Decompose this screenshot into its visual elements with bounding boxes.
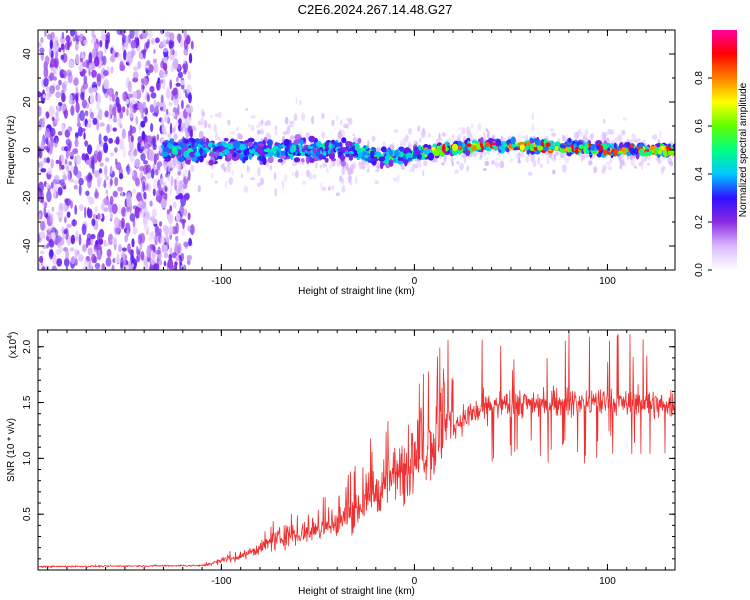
scale-factor-label: (x104) (7, 332, 19, 359)
snr-data (38, 332, 675, 569)
top-x-tick-label: 0 (412, 276, 418, 287)
top-y-tick-label: 0 (22, 147, 33, 153)
bottom-x-axis-label: Height of straight line (km) (298, 586, 415, 597)
top-y-tick-label: -40 (22, 238, 33, 253)
colorbar-tick-label: 0.0 (694, 263, 705, 277)
bottom-x-tick-label: -100 (211, 576, 231, 587)
bottom-y-tick-label: 1.0 (22, 451, 33, 465)
bottom-x-tick-label: 100 (599, 576, 616, 587)
top-x-tick-label: -100 (211, 276, 231, 287)
colorbar-tick-label: 0.6 (694, 119, 705, 133)
spectrogram-data (38, 30, 675, 270)
colorbar-tick-label: 0.4 (694, 167, 705, 181)
top-y-tick-label: 20 (22, 96, 33, 108)
colorbar (712, 30, 737, 270)
bottom-y-tick-label: 0.5 (22, 507, 33, 521)
bottom-x-tick-label: 0 (412, 576, 418, 587)
snr-frame (37, 329, 676, 571)
colorbar-tick-label: 0.2 (694, 215, 705, 229)
bottom-y-tick-label: 1.5 (22, 395, 33, 409)
top-x-axis-label: Height of straight line (km) (298, 286, 415, 297)
figure-title: C2E6.2024.267.14.48.G27 (297, 2, 453, 17)
bottom-y-tick-label: 2.0 (22, 339, 33, 353)
colorbar-label: Normalized spectral amplitude (738, 82, 749, 217)
top-y-tick-label: 40 (22, 48, 33, 60)
bottom-y-axis-label: SNR (10 * v/v) (6, 418, 17, 482)
top-x-tick-label: 100 (599, 276, 616, 287)
top-y-axis-label: Frequency (Hz) (6, 116, 17, 185)
snr-line (38, 332, 675, 569)
top-y-tick-label: -20 (22, 190, 33, 205)
colorbar-tick-label: 0.8 (694, 71, 705, 85)
